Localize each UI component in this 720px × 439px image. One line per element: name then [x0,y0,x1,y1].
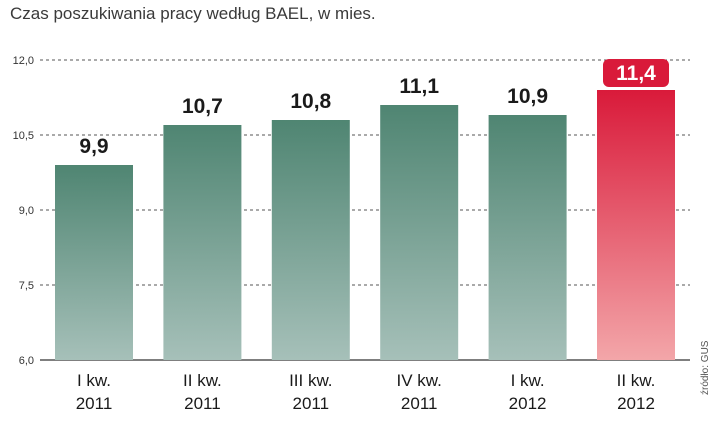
y-tick-label: 6,0 [19,355,34,367]
value-label: 11,4 [616,62,656,85]
value-label: 11,1 [399,75,439,98]
bars [55,90,675,360]
x-tick-label: III kw. [289,371,332,390]
source-note: źródło: GUS [700,340,711,395]
x-tick-label: I kw. [77,371,111,390]
gridlines [40,59,690,361]
value-label: 10,7 [182,95,223,118]
labels: 6,0 7,5 9,0 10,5 12,0 9,9 I kw. 2011 10,7 II kw. 2… [13,55,669,413]
value-label: 10,9 [507,85,548,108]
value-label-badge [603,59,669,87]
x-tick-label-year: 2012 [509,394,547,413]
x-tick-label: II kw. [183,371,222,390]
y-tick-label: 10,5 [13,130,34,142]
y-tick-label: 12,0 [13,55,34,67]
x-tick-label: II kw. [617,371,656,390]
bar [488,115,567,360]
x-tick-label: I kw. [511,371,545,390]
x-tick-label-year: 2011 [76,394,113,413]
x-tick-label-year: 2011 [293,394,330,413]
x-tick-label: IV kw. [397,371,442,390]
value-label: 10,8 [290,90,331,113]
bar [163,125,242,360]
y-tick-label: 9,0 [19,205,34,217]
bar [55,165,133,360]
x-tick-label-year: 2011 [401,394,438,413]
x-tick-label-year: 2011 [184,394,221,413]
bar [380,105,459,360]
bar [271,120,350,360]
value-label: 9,9 [79,135,108,158]
x-tick-label-year: 2012 [617,394,655,413]
y-tick-label: 7,5 [19,280,34,292]
chart-title: Czas poszukiwania pracy według BAEL, w m… [10,4,376,23]
bar-highlight [597,90,675,360]
